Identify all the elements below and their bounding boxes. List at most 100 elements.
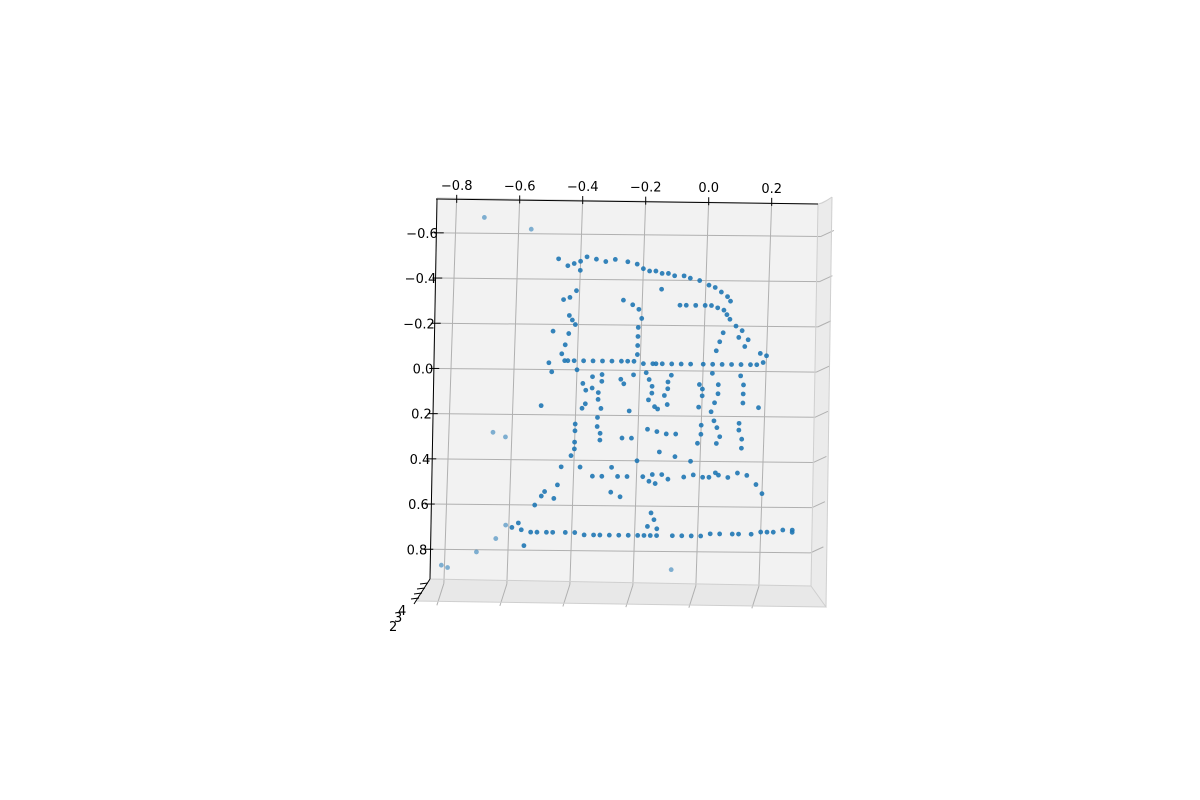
data-point <box>635 325 641 330</box>
x-tick-label: 0.0 <box>698 181 719 196</box>
grid-line-vertical <box>443 201 458 584</box>
data-point <box>713 441 719 446</box>
data-point <box>663 431 669 437</box>
data-point <box>639 316 645 321</box>
data-point <box>738 373 744 379</box>
data-point <box>706 474 712 480</box>
data-point <box>702 303 708 308</box>
data-point <box>697 278 703 283</box>
data-point <box>735 470 740 476</box>
z-tick-label: 3 <box>394 611 402 626</box>
data-point <box>635 533 641 538</box>
data-point <box>609 358 615 364</box>
data-point <box>659 361 665 367</box>
data-point <box>757 351 763 356</box>
z-tick-label: 4 <box>398 604 406 619</box>
data-point <box>724 312 730 318</box>
x-tick-label: −0.4 <box>567 180 599 195</box>
data-point <box>648 510 654 516</box>
data-point <box>654 526 660 532</box>
data-point <box>728 298 733 304</box>
data-point <box>687 275 693 281</box>
y-tick-label: 0.6 <box>408 498 429 513</box>
y-tick-label: −0.4 <box>405 272 437 287</box>
data-point <box>770 529 776 535</box>
data-point <box>534 529 540 535</box>
data-point <box>625 358 631 364</box>
data-point <box>643 370 649 376</box>
data-point <box>647 268 652 274</box>
data-point <box>646 397 651 403</box>
data-point <box>574 288 579 294</box>
data-point <box>736 420 742 426</box>
data-point <box>700 474 706 480</box>
data-point <box>612 256 618 262</box>
data-point <box>572 428 578 434</box>
y-axis-line <box>429 198 438 580</box>
data-point <box>571 358 577 364</box>
data-point <box>718 289 724 295</box>
data-point <box>559 351 565 357</box>
data-point <box>581 532 587 538</box>
data-point <box>509 525 515 530</box>
data-point <box>710 361 716 367</box>
data-point <box>683 302 689 308</box>
data-point <box>654 533 659 538</box>
data-point <box>744 473 750 478</box>
data-point <box>599 473 605 479</box>
data-point <box>598 406 604 411</box>
x-axis-ticks: −0.8 −0.6 −0.4 −0.2 0.0 0.2 <box>441 179 782 206</box>
data-point <box>713 348 719 354</box>
data-point <box>665 476 671 482</box>
data-point <box>619 435 625 441</box>
data-point <box>669 533 675 539</box>
x-axis-line <box>435 198 819 205</box>
data-point <box>597 437 603 443</box>
data-point <box>699 393 705 399</box>
data-point <box>577 464 583 470</box>
grid-line-horizontal <box>435 367 817 373</box>
grid-line-horizontal <box>439 232 821 237</box>
z-axis-ticks: 4 3 2 <box>389 582 429 635</box>
data-point <box>780 527 786 533</box>
data-point <box>739 328 745 334</box>
data-point <box>556 256 562 262</box>
data-point <box>709 370 715 376</box>
data-point <box>688 361 694 367</box>
data-point <box>748 531 754 537</box>
data-point <box>717 531 723 537</box>
data-point <box>688 533 694 539</box>
floor-grid-line <box>751 586 760 609</box>
data-point <box>542 489 547 494</box>
data-point <box>629 435 634 441</box>
data-point <box>727 316 733 322</box>
data-point <box>595 390 601 396</box>
data-point <box>515 520 521 526</box>
data-point <box>571 446 577 452</box>
data-point <box>562 342 568 348</box>
z-tick-mark <box>419 582 429 585</box>
data-point <box>659 286 664 292</box>
data-point <box>753 482 759 487</box>
data-point <box>590 358 596 364</box>
data-point <box>646 478 652 484</box>
data-point <box>700 386 705 392</box>
data-point <box>617 494 623 500</box>
data-point <box>631 358 637 364</box>
data-point <box>503 522 509 528</box>
z-tick-mark <box>413 592 423 595</box>
data-point <box>715 305 721 311</box>
data-point <box>697 382 702 387</box>
grid-line-vertical <box>758 204 773 587</box>
data-point <box>581 358 586 364</box>
data-point <box>616 532 622 538</box>
data-point <box>740 391 746 397</box>
data-point <box>595 415 600 420</box>
data-point <box>707 531 713 537</box>
data-point <box>649 390 655 396</box>
side-grid-line <box>819 275 833 283</box>
x-tick-label: −0.2 <box>630 181 662 196</box>
data-point <box>597 430 603 436</box>
data-point <box>736 427 742 433</box>
data-point <box>789 529 795 535</box>
